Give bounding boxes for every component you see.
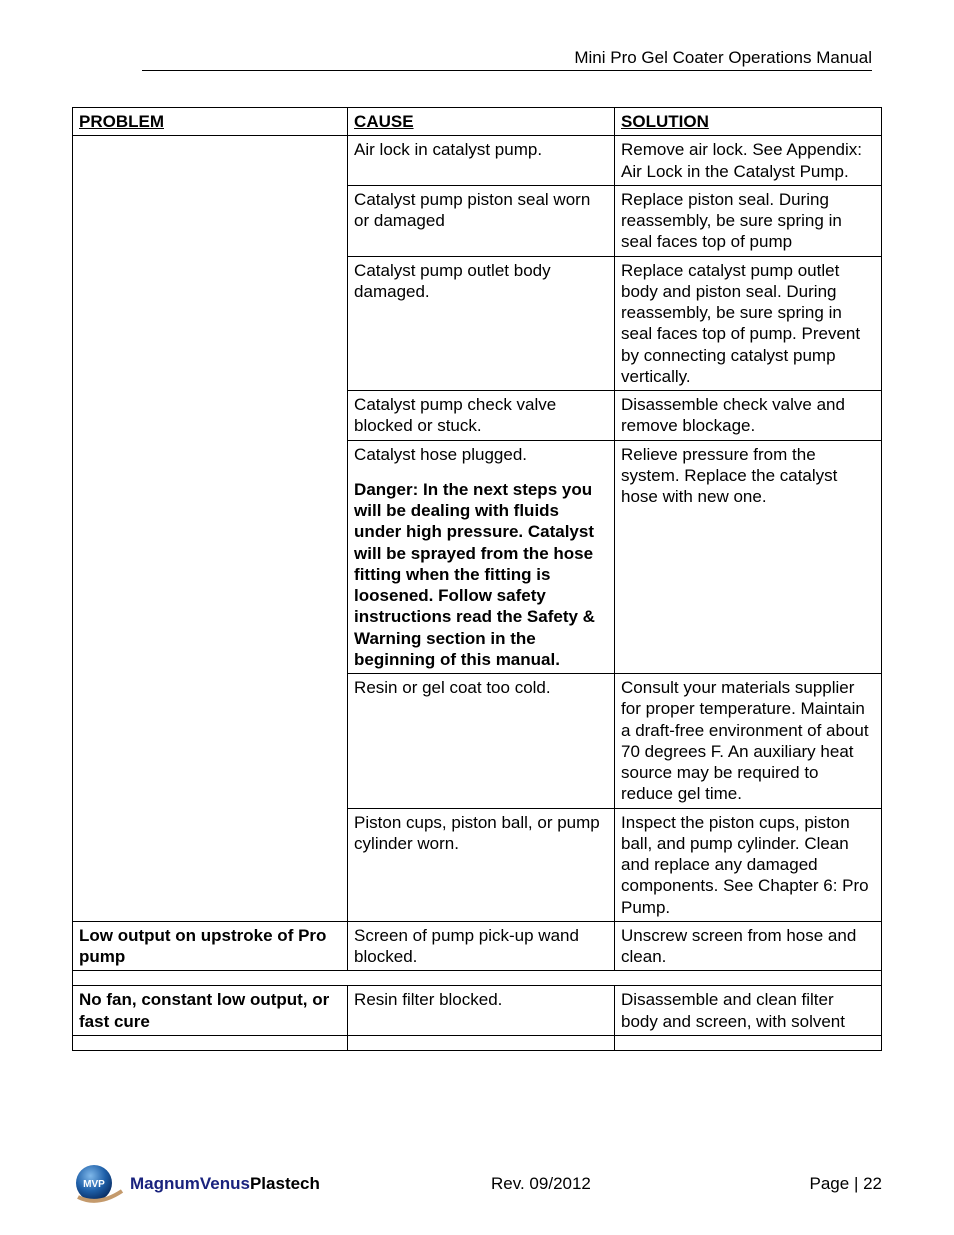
empty-cell [615, 1035, 882, 1050]
cell-cause: Piston cups, piston ball, or pump cylind… [348, 808, 615, 921]
cell-cause: Resin filter blocked. [348, 986, 615, 1036]
col-header-solution: SOLUTION [615, 108, 882, 136]
cell-cause: Catalyst pump check valve blocked or stu… [348, 391, 615, 441]
cell-solution: Replace piston seal. During reassembly, … [615, 185, 882, 256]
footer-logo: MVP MagnumVenusPlastech [72, 1161, 320, 1207]
cell-solution: Disassemble and clean filter body and sc… [615, 986, 882, 1036]
cell-cause: Screen of pump pick-up wand blocked. [348, 921, 615, 971]
danger-warning: Danger: In the next steps you will be de… [354, 479, 608, 670]
mvp-globe-icon: MVP [72, 1161, 124, 1207]
cell-solution: Relieve pressure from the system. Replac… [615, 440, 882, 674]
cell-problem [73, 136, 348, 922]
svg-text:MVP: MVP [83, 1179, 105, 1190]
table-row-empty [73, 971, 882, 986]
table-row: Air lock in catalyst pump. Remove air lo… [73, 136, 882, 186]
cell-solution: Inspect the piston cups, piston ball, an… [615, 808, 882, 921]
logo-text-b: Plastech [250, 1174, 320, 1193]
cell-solution: Consult your materials supplier for prop… [615, 674, 882, 809]
cell-solution: Replace catalyst pump outlet body and pi… [615, 256, 882, 391]
cell-cause: Resin or gel coat too cold. [348, 674, 615, 809]
footer-page-number: Page | 22 [762, 1174, 882, 1194]
col-header-cause: CAUSE [348, 108, 615, 136]
logo-text-a: MagnumVenus [130, 1174, 250, 1193]
table-row: No fan, constant low output, or fast cur… [73, 986, 882, 1036]
document-page: Mini Pro Gel Coater Operations Manual PR… [0, 0, 954, 1235]
troubleshooting-table: PROBLEM CAUSE SOLUTION Air lock in catal… [72, 107, 882, 1051]
cell-cause: Catalyst pump outlet body damaged. [348, 256, 615, 391]
footer-revision: Rev. 09/2012 [320, 1174, 762, 1194]
header-title: Mini Pro Gel Coater Operations Manual [142, 48, 872, 71]
empty-cell [73, 1035, 348, 1050]
cell-cause: Air lock in catalyst pump. [348, 136, 615, 186]
empty-cell [73, 971, 882, 986]
cell-solution: Disassemble check valve and remove block… [615, 391, 882, 441]
cause-intro: Catalyst hose plugged. [354, 445, 527, 464]
page-footer: MVP MagnumVenusPlastech Rev. 09/2012 Pag… [72, 1161, 882, 1207]
empty-cell [348, 1035, 615, 1050]
table-row: Low output on upstroke of Pro pump Scree… [73, 921, 882, 971]
cell-solution: Remove air lock. See Appendix: Air Lock … [615, 136, 882, 186]
cell-solution: Unscrew screen from hose and clean. [615, 921, 882, 971]
col-header-problem: PROBLEM [73, 108, 348, 136]
cell-problem: Low output on upstroke of Pro pump [73, 921, 348, 971]
cell-problem: No fan, constant low output, or fast cur… [73, 986, 348, 1036]
table-header-row: PROBLEM CAUSE SOLUTION [73, 108, 882, 136]
footer-logo-text: MagnumVenusPlastech [130, 1174, 320, 1194]
cell-cause: Catalyst pump piston seal worn or damage… [348, 185, 615, 256]
cell-cause: Catalyst hose plugged. Danger: In the ne… [348, 440, 615, 674]
table-row-empty [73, 1035, 882, 1050]
